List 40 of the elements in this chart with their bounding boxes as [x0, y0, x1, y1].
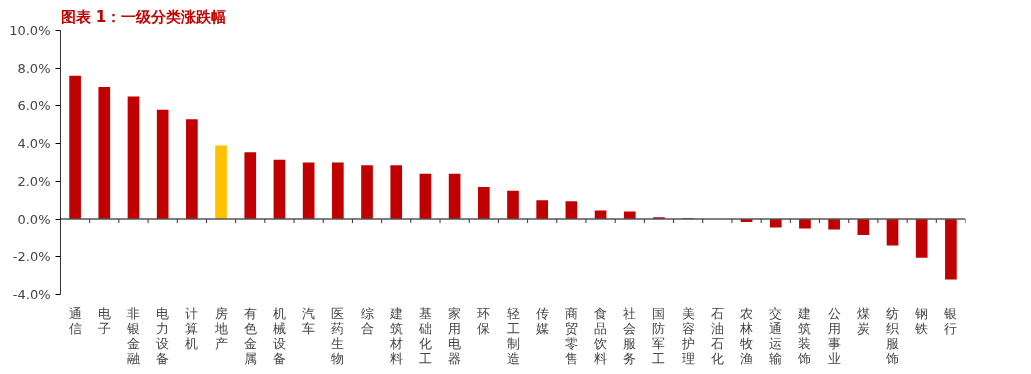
x-tick-label: 钢铁 — [914, 305, 929, 336]
x-tick-label: 综合 — [360, 305, 374, 336]
y-tick-label: -2.0% — [12, 249, 51, 265]
y-tick-label: 4.0% — [17, 136, 51, 152]
x-tick-label: 轻工制造 — [506, 305, 520, 366]
x-tick-label: 建筑材料 — [388, 305, 403, 366]
x-tick-label: 非银金融 — [125, 305, 140, 366]
chart-title: 图表 1：一级分类涨跌幅 — [60, 7, 227, 26]
x-tick-label: 计算机 — [185, 305, 199, 351]
x-tick-label: 机械设备 — [272, 305, 286, 366]
y-tick-label: 2.0% — [17, 173, 51, 189]
y-tick-label: 6.0% — [17, 98, 51, 114]
y-tick-label: 0.0% — [17, 211, 51, 227]
x-tick-label: 公用事业 — [827, 305, 841, 366]
y-tick-label: 8.0% — [17, 60, 51, 76]
x-tick-label: 石油石化 — [710, 305, 724, 366]
x-tick-label: 家用电器 — [448, 305, 462, 366]
x-tick-label: 通信 — [68, 305, 82, 336]
x-tick-label: 汽车 — [302, 305, 316, 336]
y-tick-label: 10.0% — [9, 23, 51, 38]
x-tick-label: 农林牧渔 — [739, 305, 754, 366]
x-tick-label: 国防军工 — [652, 305, 666, 366]
x-tick-label: 电子 — [97, 305, 111, 336]
x-tick-label: 有色金属 — [243, 305, 257, 366]
y-tick-label: -4.0% — [12, 287, 51, 302]
x-tick-label: 房地产 — [213, 305, 228, 351]
x-tick-label: 银行 — [943, 305, 958, 336]
x-tick-label: 商贸零售 — [564, 305, 578, 366]
x-tick-label: 传媒 — [535, 305, 549, 336]
x-tick-label: 基础化工 — [417, 305, 432, 366]
x-tick-label: 医药生物 — [331, 305, 345, 366]
x-tick-label: 食品饮料 — [593, 305, 608, 366]
x-tick-label: 环保 — [477, 305, 491, 336]
x-tick-label: 美容护理 — [680, 305, 695, 366]
x-tick-label: 建筑装饰 — [797, 305, 812, 366]
x-tick-label: 煤炭 — [856, 305, 870, 336]
x-tick-label: 纺织服饰 — [885, 305, 900, 366]
x-tick-label: 电力设备 — [156, 305, 170, 366]
x-tick-label: 社会服务 — [623, 305, 637, 366]
x-tick-label: 交通运输 — [769, 305, 783, 366]
